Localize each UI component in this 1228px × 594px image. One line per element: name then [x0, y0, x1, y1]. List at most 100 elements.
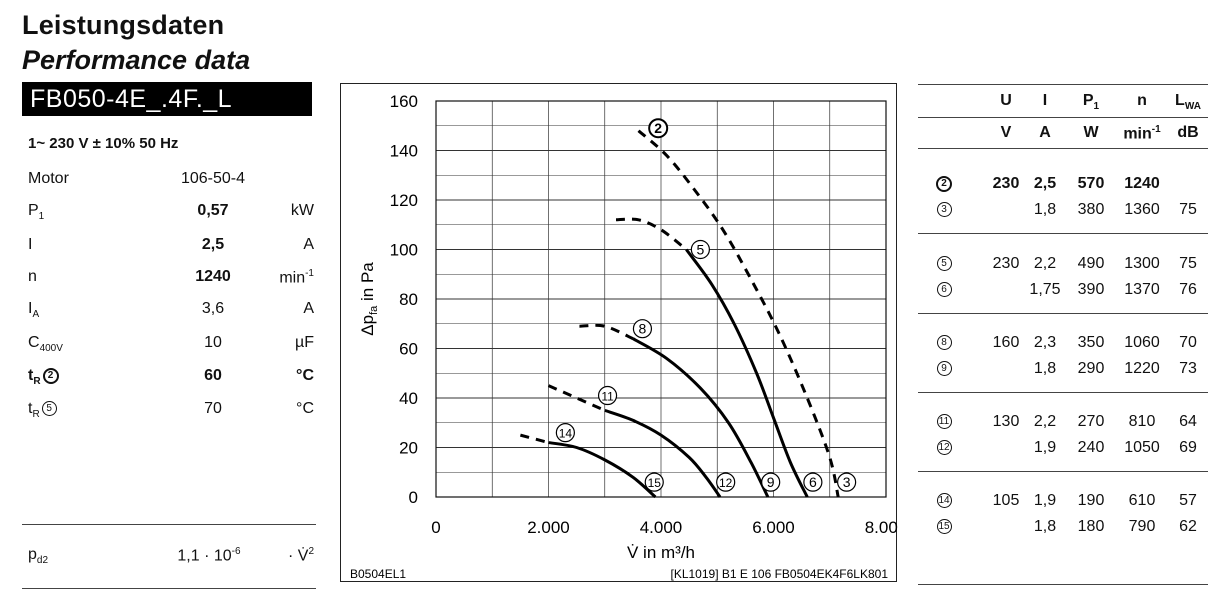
- table-cell-u: 230: [992, 175, 1020, 192]
- series-curve-11: [604, 408, 722, 498]
- table-divider: [918, 84, 1208, 85]
- table-cell-i: 1,9: [1033, 492, 1057, 509]
- spec-label-sub: 400V: [39, 343, 63, 355]
- series-curve-14-dashed: [519, 433, 549, 445]
- curve-label-circle: [716, 472, 736, 492]
- curve-label-circle: [803, 472, 823, 492]
- spec-unit-text: A: [303, 300, 314, 317]
- table-cell-n: 810: [1128, 413, 1156, 430]
- spec-label-text: n: [28, 268, 37, 285]
- table-header-text: I: [1042, 92, 1048, 109]
- spec-label: tR2: [28, 367, 59, 387]
- curve-id-circle: 14: [936, 493, 952, 509]
- table-cell-p: 240: [1077, 439, 1105, 456]
- spec-unit: °C: [296, 400, 314, 418]
- spec-unit: µF: [295, 334, 314, 352]
- table-cell-u: 130: [992, 413, 1020, 430]
- curve-id-circle: 15: [936, 519, 952, 535]
- curve-label-text: 11: [601, 390, 614, 404]
- spec-label-text: I: [28, 236, 33, 253]
- spec-value: 10: [204, 334, 222, 351]
- y-tick-label: 60: [399, 340, 418, 359]
- spec-label-text: t: [28, 367, 34, 384]
- table-unit-text: min: [1123, 125, 1152, 143]
- spec-unit-text: min: [279, 269, 306, 287]
- spec-label: tR5: [28, 400, 57, 420]
- curve-label-9: 9: [761, 472, 781, 492]
- spec-unit-text: µF: [295, 334, 314, 351]
- spec-row: n 1240 min-1: [28, 268, 316, 292]
- series-curve-14: [548, 441, 657, 499]
- table-cell-i: 1,8: [1033, 201, 1057, 218]
- spec-value: 70: [204, 400, 222, 417]
- curve-label-8: 8: [632, 319, 653, 339]
- plot-area: [435, 100, 887, 498]
- table-header-text: L: [1175, 92, 1185, 109]
- spec-row: C400V 10 µF: [28, 334, 316, 358]
- series-curve-8: [632, 337, 770, 498]
- table-row-id: 9: [932, 360, 954, 378]
- curve-label-circle: [644, 472, 664, 492]
- table-row-id: 2: [932, 175, 954, 193]
- spec-label-text: P: [28, 202, 39, 219]
- divider: [22, 588, 316, 589]
- y-tick-label: 160: [390, 92, 418, 111]
- curve-id-circle: 2: [936, 175, 952, 192]
- table-cell-n: 1060: [1124, 334, 1160, 351]
- spec-label-sub: R: [33, 376, 41, 388]
- curve-label-text: 8: [639, 321, 647, 337]
- table-header-text: P: [1082, 92, 1094, 109]
- curve-label-circle: [648, 118, 669, 139]
- table-cell-i: 1,8: [1033, 518, 1057, 535]
- table-cell-n: 790: [1128, 518, 1156, 535]
- pd2-value-text: 1,1 · 10: [177, 547, 232, 565]
- pd2-label: pd2: [28, 546, 48, 566]
- table-cell-n: 1050: [1124, 439, 1160, 456]
- table-divider: [918, 392, 1208, 393]
- chart-footer-left: B0504EL1: [350, 567, 406, 581]
- y-tick-label: 40: [399, 389, 418, 408]
- table-row-id: 11: [932, 413, 954, 431]
- table-cell-n: 1370: [1124, 281, 1160, 298]
- table-cell-u: 230: [992, 255, 1020, 272]
- y-axis-label-sub: fa: [368, 305, 380, 315]
- curve-label-2: 2: [648, 118, 669, 139]
- table-cell-p: 180: [1077, 518, 1105, 535]
- x-tick-label: 4.000: [640, 518, 683, 537]
- curve-label-text: 5: [696, 242, 704, 258]
- table-cell-n: 1300: [1124, 255, 1160, 272]
- table-row-id: 3: [932, 201, 954, 219]
- y-tick-label: 120: [390, 191, 418, 210]
- table-row-id: 14: [932, 492, 954, 510]
- curve-id-circle: 6: [936, 282, 952, 298]
- curve-label-text: 15: [648, 476, 662, 490]
- x-tick-label: 0: [431, 518, 440, 537]
- spec-value: 60: [204, 367, 222, 384]
- table-header-cell: I: [1025, 92, 1065, 110]
- table-unit-text: W: [1083, 124, 1099, 141]
- curve-id-circle: 9: [936, 361, 952, 377]
- table-cell-i: 2,2: [1033, 255, 1057, 272]
- table-header-cell: LWA: [1168, 92, 1208, 112]
- spec-label-text: t: [28, 400, 33, 417]
- series-curve-11-dashed: [547, 384, 606, 412]
- table-cell-u: 160: [992, 334, 1020, 351]
- spec-label-text: I: [28, 300, 33, 317]
- table-cell-p: 190: [1077, 492, 1105, 509]
- table-cell-i: 1,75: [1029, 281, 1061, 298]
- x-tick-label: 2.000: [527, 518, 570, 537]
- curve-id-circle: 11: [936, 414, 952, 430]
- spec-label: P1: [28, 202, 44, 222]
- curve-label-circle: [632, 319, 653, 339]
- spec-label: I: [28, 236, 32, 254]
- x-tick-label: 8.000: [865, 518, 898, 537]
- series-curve-8-dashed: [579, 323, 634, 340]
- table-header-text: n: [1137, 92, 1147, 109]
- table-unit-cell: W: [1071, 124, 1111, 142]
- table-row-id: 6: [932, 281, 954, 299]
- table-cell-n: 1220: [1124, 360, 1160, 377]
- table-cell-l: 73: [1179, 360, 1197, 377]
- spec-value: 0,57: [197, 202, 229, 219]
- spec-label-sub: R: [32, 409, 40, 421]
- table-cell-l: 69: [1179, 439, 1197, 456]
